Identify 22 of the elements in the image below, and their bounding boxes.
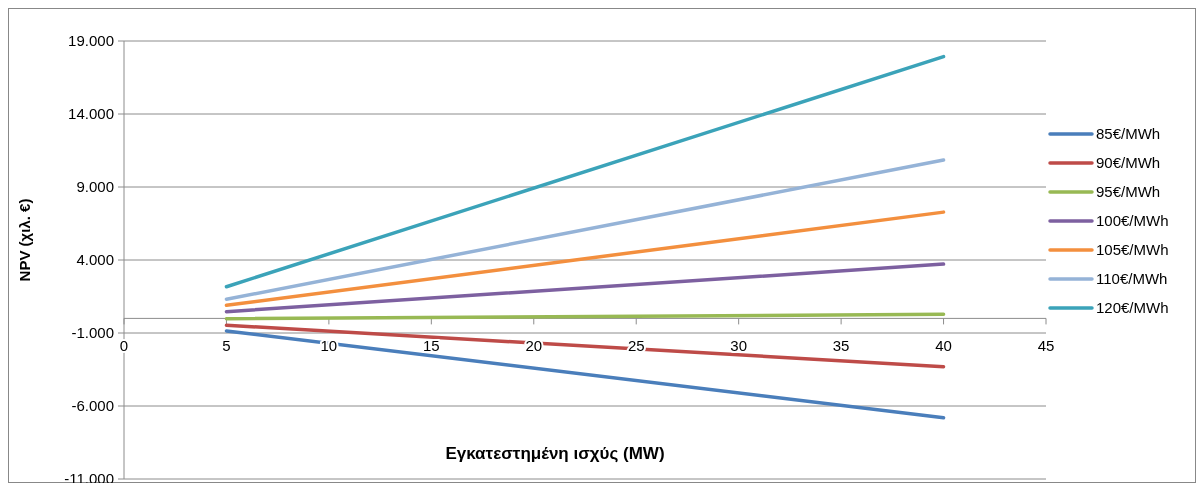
y-tick-label: 14.000 bbox=[68, 105, 114, 123]
legend-label: 110€/MWh bbox=[1096, 270, 1168, 288]
x-tick-label: 40 bbox=[935, 337, 952, 355]
x-axis-title: Εγκατεστημένη ισχύς (MW) bbox=[445, 444, 665, 463]
x-tick-label: 45 bbox=[1037, 337, 1055, 355]
x-tick-label: 30 bbox=[730, 337, 748, 355]
x-tick-label: 5 bbox=[222, 337, 231, 355]
y-tick-label: 9.000 bbox=[76, 178, 114, 196]
x-tick-label: 35 bbox=[832, 337, 850, 355]
x-tick-label: 15 bbox=[422, 337, 440, 355]
y-tick-label: -1.000 bbox=[71, 324, 114, 342]
y-tick-label: 4.000 bbox=[76, 251, 114, 269]
y-tick-label: -6.000 bbox=[71, 397, 114, 415]
legend-label: 85€/MWh bbox=[1096, 125, 1161, 143]
y-tick-label: 19.000 bbox=[68, 32, 114, 50]
x-tick-label: 0 bbox=[119, 337, 129, 355]
legend-label: 90€/MWh bbox=[1096, 154, 1161, 172]
legend-label: 100€/MWh bbox=[1096, 212, 1169, 230]
legend-label: 120€/MWh bbox=[1096, 299, 1169, 317]
legend-label: 105€/MWh bbox=[1096, 241, 1169, 259]
y-axis-title: NPV (χιλ. €) bbox=[16, 198, 33, 282]
legend-label: 95€/MWh bbox=[1096, 183, 1161, 201]
